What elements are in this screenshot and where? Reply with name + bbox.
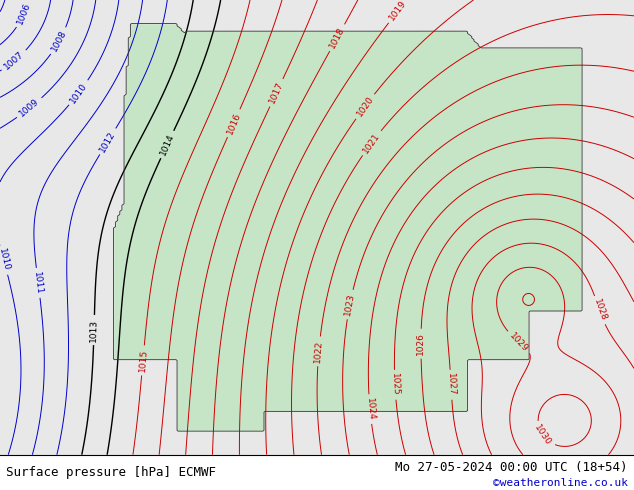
Text: 1027: 1027	[446, 373, 456, 396]
Text: 1011: 1011	[32, 271, 44, 295]
Text: 1017: 1017	[268, 80, 285, 105]
Text: 1023: 1023	[344, 293, 356, 317]
Text: 1025: 1025	[390, 373, 400, 396]
Text: 1010: 1010	[0, 248, 11, 272]
Text: 1016: 1016	[225, 111, 242, 136]
Text: 1012: 1012	[98, 129, 117, 153]
Text: 1026: 1026	[417, 332, 425, 355]
Text: 1020: 1020	[355, 95, 375, 119]
Text: 1019: 1019	[387, 0, 408, 23]
Text: 1028: 1028	[592, 298, 607, 322]
Text: 1030: 1030	[533, 423, 553, 447]
Text: 1024: 1024	[365, 397, 375, 421]
Text: 1029: 1029	[508, 331, 530, 354]
Text: 1021: 1021	[361, 131, 382, 155]
Text: 1022: 1022	[313, 340, 324, 363]
Text: 1006: 1006	[15, 1, 32, 26]
Text: 1014: 1014	[158, 132, 176, 157]
Text: 1008: 1008	[49, 29, 68, 53]
Text: Mo 27-05-2024 00:00 UTC (18+54): Mo 27-05-2024 00:00 UTC (18+54)	[395, 461, 628, 473]
Text: 1010: 1010	[68, 81, 89, 105]
Text: 1007: 1007	[3, 50, 26, 72]
Text: 1018: 1018	[328, 25, 346, 50]
Text: 1013: 1013	[89, 318, 99, 342]
Text: Surface pressure [hPa] ECMWF: Surface pressure [hPa] ECMWF	[6, 466, 216, 479]
Text: ©weatheronline.co.uk: ©weatheronline.co.uk	[493, 478, 628, 488]
Text: 1015: 1015	[138, 348, 148, 372]
Text: 1009: 1009	[18, 97, 41, 119]
